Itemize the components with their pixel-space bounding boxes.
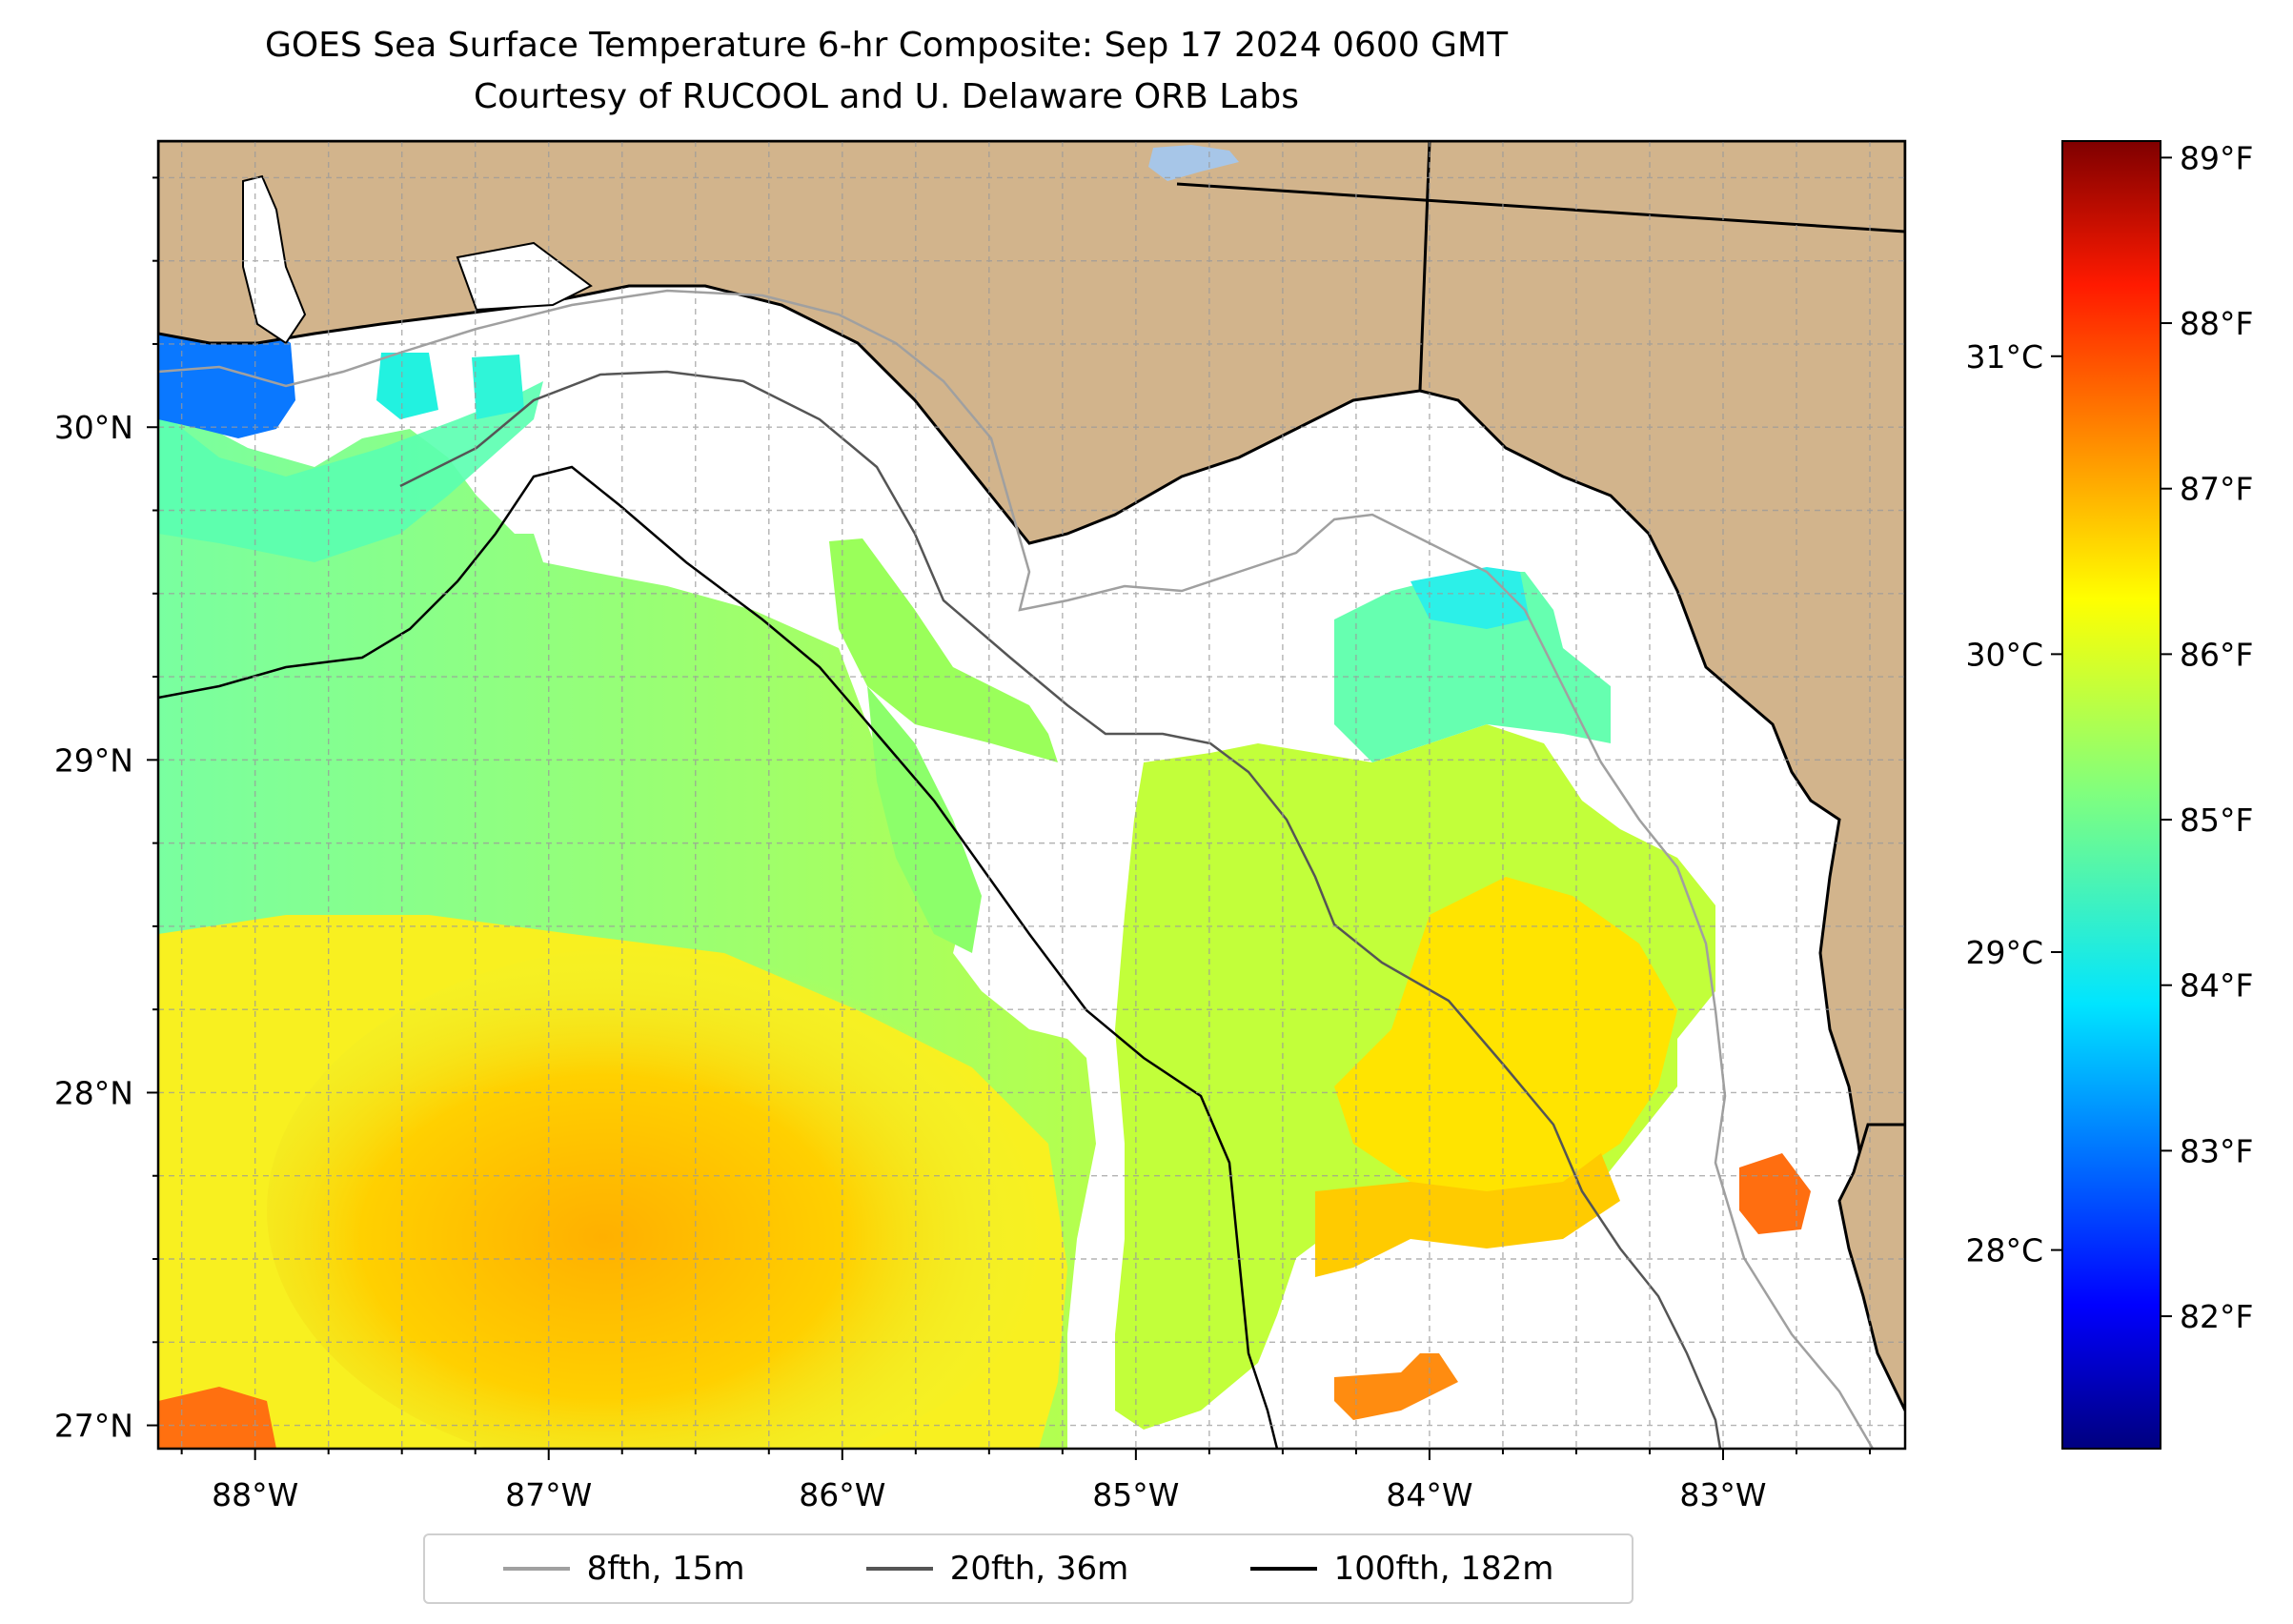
isobath-100fth — [158, 465, 1279, 1449]
fahrenheit-tick-label: 88°F — [2180, 305, 2253, 342]
lon-tick-label: 83°W — [1679, 1476, 1766, 1513]
lon-tick-label: 85°W — [1092, 1476, 1179, 1513]
lat-tick-label: 30°N — [54, 409, 133, 446]
legend-item: 20fth, 36m — [865, 1550, 1129, 1588]
lat-tick-label: 29°N — [54, 741, 133, 779]
colorbar-fahrenheit-axis: 89°F 88°F 87°F 86°F 85°F 84°F 83°F 82°F — [2161, 139, 2253, 1335]
state-border-line — [1176, 182, 1905, 233]
sst-central-strip — [829, 538, 1058, 762]
gridlines — [158, 141, 1905, 1449]
sst-south-warm-patch — [1334, 1353, 1458, 1420]
fahrenheit-tick-label: 89°F — [2180, 139, 2253, 176]
sst-big-bend-cold — [1410, 567, 1530, 629]
sst-east-warm-south — [1315, 1153, 1620, 1277]
sst-warm-eddy — [267, 944, 1067, 1449]
legend-line-swatch — [865, 1567, 933, 1571]
longitude-axis: 88°W 87°W 86°W 85°W 84°W 83°W — [180, 1449, 1872, 1513]
isobath-legend: 8fth, 15m 20fth, 36m 100fth, 182m — [423, 1533, 1634, 1604]
map-frame — [156, 139, 1907, 1451]
map-subtitle: Courtesy of RUCOOL and U. Delaware ORB L… — [473, 77, 1300, 116]
legend-item: 8fth, 15m — [502, 1550, 745, 1588]
sst-map[interactable] — [158, 141, 1905, 1477]
latitude-axis: 30°N 29°N 28°N 27°N — [54, 176, 158, 1445]
fahrenheit-tick-label: 85°F — [2180, 802, 2253, 839]
legend-line-swatch — [502, 1567, 570, 1571]
land-tampa-shore — [1837, 1123, 1905, 1411]
fahrenheit-tick-label: 86°F — [2180, 636, 2253, 673]
colorbar-celsius-axis: 31°C 30°C 29°C 28°C — [1965, 338, 2062, 1269]
sst-cyan-patch-2 — [472, 355, 524, 419]
sst-cyan-patch — [376, 353, 438, 419]
land-pensacola-bay — [456, 241, 593, 312]
sst-west-slope — [867, 686, 982, 953]
sst-southwest-warm — [158, 1387, 276, 1449]
sst-big-bend-patch — [1334, 572, 1611, 762]
legend-label: 20fth, 36m — [949, 1550, 1129, 1588]
lat-tick-label: 27°N — [54, 1408, 133, 1445]
isobath-20fth — [399, 370, 1722, 1449]
map-title: GOES Sea Surface Temperature 6-hr Compos… — [264, 26, 1509, 65]
lon-tick-label: 84°W — [1386, 1476, 1472, 1513]
lon-tick-label: 88°W — [212, 1476, 298, 1513]
fahrenheit-tick-label: 82°F — [2180, 1298, 2253, 1335]
isobath-8fth — [158, 289, 1875, 1449]
land-lake — [1148, 145, 1239, 181]
lon-tick-label: 87°W — [505, 1476, 592, 1513]
legend-label: 100fth, 182m — [1333, 1550, 1554, 1588]
legend-line-swatch — [1249, 1567, 1317, 1571]
fahrenheit-tick-label: 83°F — [2180, 1132, 2253, 1169]
lat-tick-label: 28°N — [54, 1074, 133, 1111]
lon-tick-label: 86°W — [799, 1476, 885, 1513]
fahrenheit-tick-label: 87°F — [2180, 471, 2253, 508]
legend-item: 100fth, 182m — [1249, 1550, 1554, 1588]
sst-tampa-warm — [1739, 1153, 1811, 1234]
sst-nearshore-band — [158, 381, 543, 562]
celsius-tick-label: 28°C — [1965, 1232, 2043, 1269]
fahrenheit-tick-label: 84°F — [2180, 967, 2253, 1005]
land-mobile-bay-west — [242, 174, 307, 345]
celsius-tick-label: 30°C — [1965, 636, 2043, 673]
sst-east-warm — [1334, 877, 1677, 1201]
legend-label: 8fth, 15m — [586, 1550, 745, 1588]
celsius-tick-label: 29°C — [1965, 934, 2043, 971]
colorbar — [2061, 140, 2161, 1450]
celsius-tick-label: 31°C — [1965, 338, 2043, 376]
